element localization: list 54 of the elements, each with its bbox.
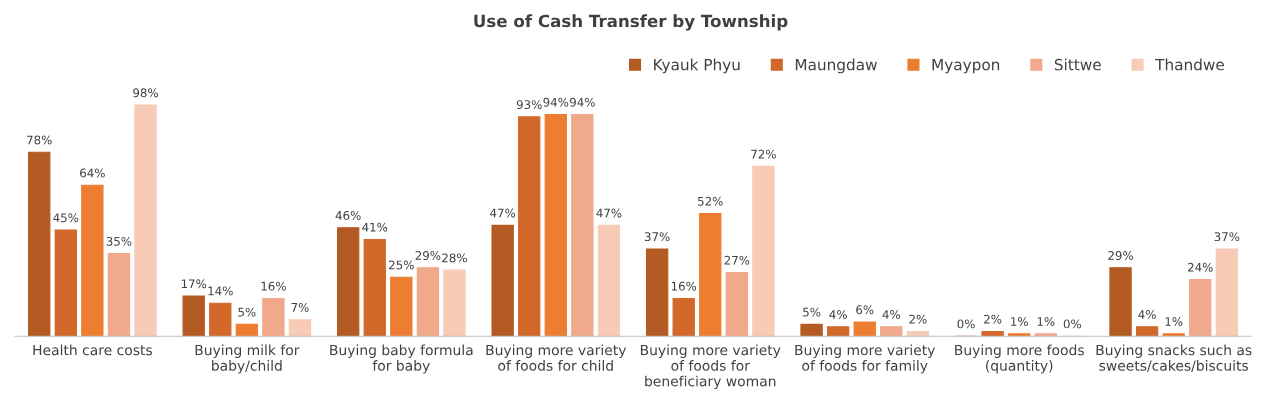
data-label: 5% xyxy=(238,307,256,317)
data-label: 27% xyxy=(724,255,750,265)
legend-label: Myaypon xyxy=(932,59,1000,74)
data-label: 52% xyxy=(698,196,723,206)
data-label: 14% xyxy=(208,286,233,296)
chart-title: Use of Cash Transfer by Township xyxy=(474,14,788,31)
data-label: 4% xyxy=(829,310,847,319)
data-label: 0% xyxy=(957,319,975,329)
data-label: 78% xyxy=(27,135,52,145)
data-label: 35% xyxy=(106,236,132,246)
x-tick-label: Buying milk for baby/child xyxy=(195,344,300,374)
data-label: 2% xyxy=(909,314,927,324)
data-label: 1% xyxy=(1011,317,1028,326)
data-label: 94% xyxy=(569,97,595,107)
data-label: 47% xyxy=(596,208,622,218)
data-label: 2% xyxy=(984,314,1002,324)
data-label: 4% xyxy=(1138,310,1156,319)
data-label: 37% xyxy=(644,232,670,242)
legend-label: Kyauk Phyu xyxy=(654,58,740,74)
x-tick-label: Buying more variety of foods for family xyxy=(795,344,935,374)
data-label: 72% xyxy=(751,149,776,159)
x-tick-label: Buying snacks such as sweets/cakes/biscuits xyxy=(1096,344,1252,372)
data-label: 64% xyxy=(80,168,105,178)
x-tick-label: Buying baby formula for baby xyxy=(330,344,473,374)
x-tick-label: Buying more foods (quantity) xyxy=(955,344,1084,374)
data-label: 4% xyxy=(882,310,901,319)
data-label: 16% xyxy=(261,281,286,291)
x-tick-label: Health care costs xyxy=(33,344,152,356)
data-label: 16% xyxy=(671,281,697,291)
data-label: 47% xyxy=(490,208,516,218)
data-label: 28% xyxy=(442,253,467,263)
data-label: 6% xyxy=(856,305,874,315)
data-label: 45% xyxy=(53,213,79,223)
x-tick-label: Buying more variety of foods for child xyxy=(486,344,627,371)
data-label: 41% xyxy=(362,222,388,232)
data-label: 17% xyxy=(181,279,207,289)
data-label: 0% xyxy=(1063,319,1082,329)
data-label: 46% xyxy=(335,210,361,220)
data-label: 29% xyxy=(415,251,441,260)
legend-label: Thandwe xyxy=(1155,58,1224,71)
data-label: 24% xyxy=(1187,262,1213,272)
data-label: 25% xyxy=(389,260,414,270)
x-tick-label: Buying more variety of foods for beneficiary woman xyxy=(640,344,781,390)
data-label: 7% xyxy=(291,302,309,312)
data-label: 37% xyxy=(1214,232,1240,242)
data-label: 5% xyxy=(803,307,821,317)
data-label: 29% xyxy=(1108,251,1134,260)
data-label: 1% xyxy=(1165,317,1183,326)
data-label: 93% xyxy=(516,100,542,110)
legend-label: Maungdaw xyxy=(795,58,877,74)
data-label: 94% xyxy=(543,97,569,107)
legend-label: Sittwe xyxy=(1054,58,1101,71)
data-label: 1% xyxy=(1037,317,1055,326)
data-label: 98% xyxy=(133,88,158,98)
